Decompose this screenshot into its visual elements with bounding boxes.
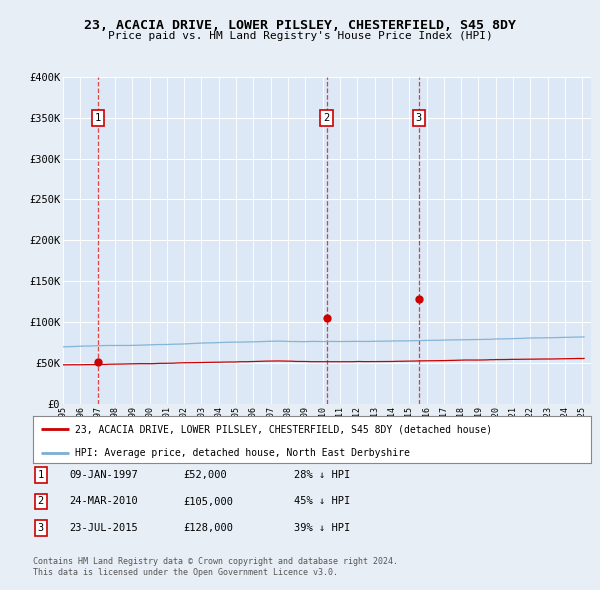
Text: 23, ACACIA DRIVE, LOWER PILSLEY, CHESTERFIELD, S45 8DY (detached house): 23, ACACIA DRIVE, LOWER PILSLEY, CHESTER… [75, 424, 492, 434]
Text: This data is licensed under the Open Government Licence v3.0.: This data is licensed under the Open Gov… [33, 568, 338, 577]
Text: 39% ↓ HPI: 39% ↓ HPI [294, 523, 350, 533]
Text: 09-JAN-1997: 09-JAN-1997 [69, 470, 138, 480]
Text: 24-MAR-2010: 24-MAR-2010 [69, 497, 138, 506]
Text: 3: 3 [38, 523, 44, 533]
Text: 1: 1 [38, 470, 44, 480]
Text: 23-JUL-2015: 23-JUL-2015 [69, 523, 138, 533]
Text: 2: 2 [323, 113, 330, 123]
Text: £128,000: £128,000 [183, 523, 233, 533]
Text: 28% ↓ HPI: 28% ↓ HPI [294, 470, 350, 480]
Text: Contains HM Land Registry data © Crown copyright and database right 2024.: Contains HM Land Registry data © Crown c… [33, 558, 398, 566]
Text: Price paid vs. HM Land Registry's House Price Index (HPI): Price paid vs. HM Land Registry's House … [107, 31, 493, 41]
Text: 45% ↓ HPI: 45% ↓ HPI [294, 497, 350, 506]
Text: 3: 3 [416, 113, 422, 123]
Text: 1: 1 [95, 113, 101, 123]
Text: £52,000: £52,000 [183, 470, 227, 480]
Text: 2: 2 [38, 497, 44, 506]
Text: 23, ACACIA DRIVE, LOWER PILSLEY, CHESTERFIELD, S45 8DY: 23, ACACIA DRIVE, LOWER PILSLEY, CHESTER… [84, 19, 516, 32]
Text: HPI: Average price, detached house, North East Derbyshire: HPI: Average price, detached house, Nort… [75, 448, 410, 458]
Text: £105,000: £105,000 [183, 497, 233, 506]
